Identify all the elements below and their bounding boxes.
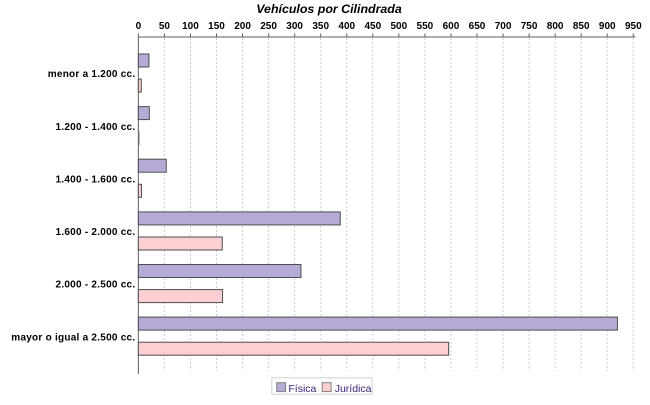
svg-text:200: 200 bbox=[234, 21, 251, 32]
svg-text:menor a 1.200 cc.: menor a 1.200 cc. bbox=[48, 69, 136, 80]
svg-text:350: 350 bbox=[312, 21, 329, 32]
svg-text:800: 800 bbox=[547, 21, 564, 32]
svg-text:250: 250 bbox=[260, 21, 277, 32]
svg-text:300: 300 bbox=[286, 21, 303, 32]
svg-text:0: 0 bbox=[136, 21, 142, 32]
svg-text:50: 50 bbox=[159, 21, 171, 32]
svg-text:1.200 - 1.400 cc.: 1.200 - 1.400 cc. bbox=[56, 122, 136, 133]
svg-text:2.000 - 2.500 cc.: 2.000 - 2.500 cc. bbox=[56, 280, 136, 291]
svg-text:Física: Física bbox=[288, 383, 316, 395]
svg-text:Vehículos por Cilindrada: Vehículos por Cilindrada bbox=[256, 2, 402, 16]
svg-text:550: 550 bbox=[417, 21, 434, 32]
svg-text:100: 100 bbox=[182, 21, 199, 32]
svg-text:850: 850 bbox=[573, 21, 590, 32]
svg-text:450: 450 bbox=[364, 21, 381, 32]
svg-text:400: 400 bbox=[338, 21, 355, 32]
svg-text:700: 700 bbox=[495, 21, 512, 32]
svg-text:150: 150 bbox=[208, 21, 225, 32]
svg-text:Jurídica: Jurídica bbox=[335, 383, 372, 395]
svg-text:1.400 - 1.600 cc.: 1.400 - 1.600 cc. bbox=[56, 174, 136, 185]
svg-text:mayor o igual a 2.500 cc.: mayor o igual a 2.500 cc. bbox=[11, 332, 135, 343]
svg-text:950: 950 bbox=[625, 21, 642, 32]
svg-text:500: 500 bbox=[391, 21, 408, 32]
svg-text:650: 650 bbox=[469, 21, 486, 32]
svg-text:900: 900 bbox=[599, 21, 616, 32]
svg-text:600: 600 bbox=[443, 21, 460, 32]
svg-text:750: 750 bbox=[521, 21, 538, 32]
svg-text:1.600 - 2.000 cc.: 1.600 - 2.000 cc. bbox=[56, 227, 136, 238]
